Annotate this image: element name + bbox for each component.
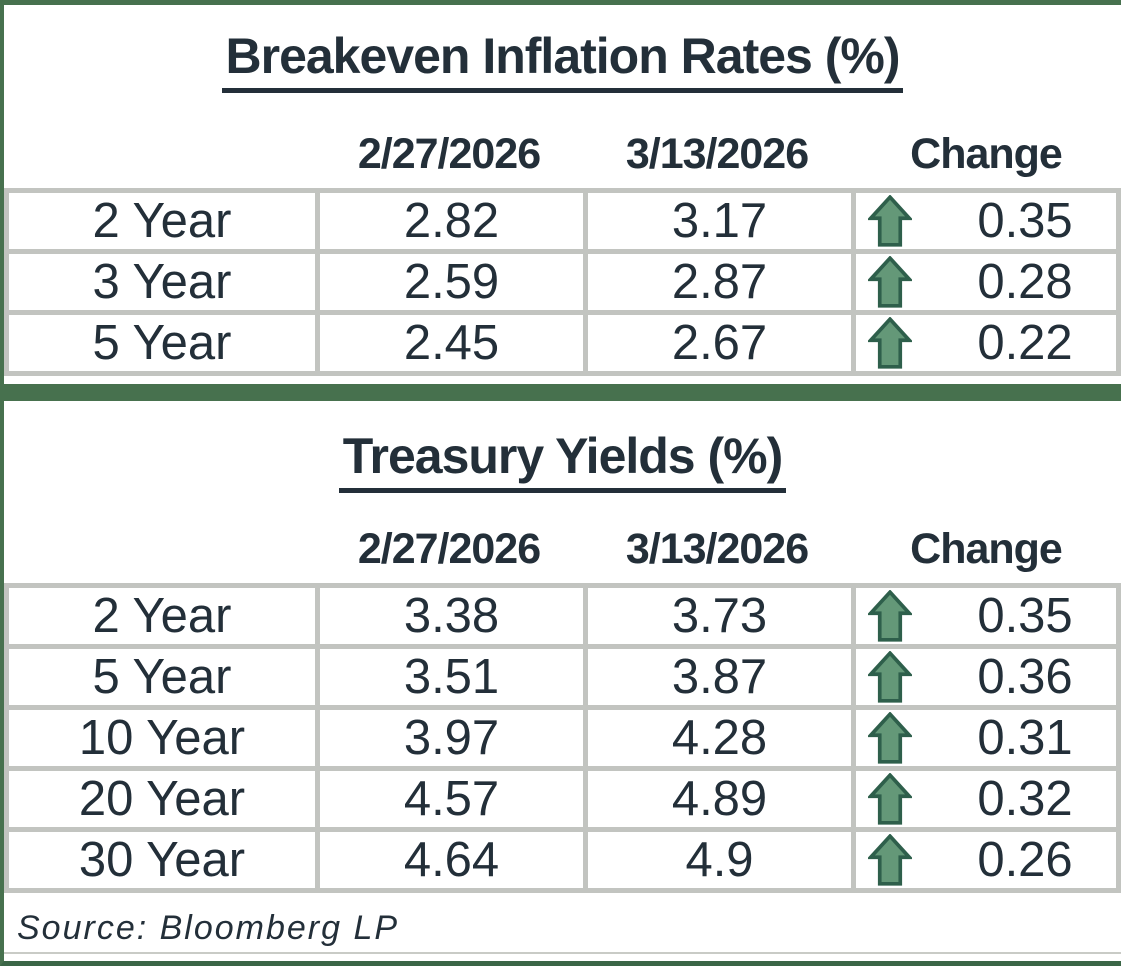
change-value: 0.26 bbox=[977, 833, 1073, 887]
column-header-date-2: 3/13/2026 bbox=[625, 525, 809, 573]
treasury-data-table: 2 Year 3.38 3.73 0.35 5 Year 3.51 3.87 bbox=[4, 583, 1121, 893]
source-attribution: Source: Bloomberg LP bbox=[17, 909, 400, 947]
value-date-1-cell: 2.45 bbox=[315, 310, 588, 376]
footer-divider-line bbox=[4, 952, 1121, 954]
table-row: 5 Year 3.51 3.87 0.36 bbox=[4, 644, 1121, 710]
breakeven-header-row: 2/27/2026 3/13/2026 Change bbox=[4, 93, 1121, 188]
change-cell: 0.28 bbox=[851, 249, 1121, 315]
tenor-label-cell: 30 Year bbox=[4, 827, 320, 893]
value-date-2-cell: 4.9 bbox=[583, 827, 856, 893]
value-date-1-cell: 4.64 bbox=[315, 827, 588, 893]
column-header-date-1: 2/27/2026 bbox=[357, 525, 541, 573]
change-cell: 0.31 bbox=[851, 705, 1121, 771]
breakeven-data-table: 2 Year 2.82 3.17 0.35 3 Year 2.59 2.87 bbox=[4, 188, 1121, 376]
treasury-yields-section: Treasury Yields (%) 2/27/2026 3/13/2026 … bbox=[4, 401, 1121, 902]
change-value: 0.22 bbox=[977, 316, 1073, 370]
up-arrow-icon bbox=[868, 195, 912, 247]
tenor-label-cell: 2 Year bbox=[4, 583, 320, 649]
table-row: 2 Year 3.38 3.73 0.35 bbox=[4, 583, 1121, 649]
change-cell: 0.26 bbox=[851, 827, 1121, 893]
up-arrow-icon bbox=[868, 256, 912, 308]
up-arrow-icon bbox=[868, 590, 912, 642]
treasury-title-row: Treasury Yields (%) bbox=[4, 401, 1121, 493]
up-arrow-icon bbox=[868, 834, 912, 886]
column-header-change: Change bbox=[910, 130, 1063, 178]
value-date-1-cell: 4.57 bbox=[315, 766, 588, 832]
table-row: 3 Year 2.59 2.87 0.28 bbox=[4, 249, 1121, 315]
change-value: 0.35 bbox=[977, 589, 1073, 643]
value-date-2-cell: 2.87 bbox=[583, 249, 856, 315]
table-row: 2 Year 2.82 3.17 0.35 bbox=[4, 188, 1121, 254]
value-date-1-cell: 3.38 bbox=[315, 583, 588, 649]
table-row: 10 Year 3.97 4.28 0.31 bbox=[4, 705, 1121, 771]
tenor-label-cell: 5 Year bbox=[4, 644, 320, 710]
value-date-2-cell: 2.67 bbox=[583, 310, 856, 376]
value-date-1-cell: 3.97 bbox=[315, 705, 588, 771]
column-header-date-1: 2/27/2026 bbox=[357, 130, 541, 178]
change-cell: 0.32 bbox=[851, 766, 1121, 832]
value-date-2-cell: 3.73 bbox=[583, 583, 856, 649]
breakeven-inflation-section: Breakeven Inflation Rates (%) 2/27/2026 … bbox=[4, 5, 1121, 384]
section-divider-bar bbox=[4, 384, 1121, 401]
table-row: 30 Year 4.64 4.9 0.26 bbox=[4, 827, 1121, 893]
tenor-label-cell: 20 Year bbox=[4, 766, 320, 832]
up-arrow-icon bbox=[868, 773, 912, 825]
column-header-date-2: 3/13/2026 bbox=[625, 130, 809, 178]
value-date-2-cell: 3.87 bbox=[583, 644, 856, 710]
value-date-1-cell: 2.82 bbox=[315, 188, 588, 254]
tenor-label-cell: 10 Year bbox=[4, 705, 320, 771]
value-date-1-cell: 2.59 bbox=[315, 249, 588, 315]
tenor-label-cell: 3 Year bbox=[4, 249, 320, 315]
tenor-label-cell: 2 Year bbox=[4, 188, 320, 254]
change-value: 0.31 bbox=[977, 711, 1073, 765]
treasury-header-row: 2/27/2026 3/13/2026 Change bbox=[4, 493, 1121, 583]
table-row: 20 Year 4.57 4.89 0.32 bbox=[4, 766, 1121, 832]
up-arrow-icon bbox=[868, 712, 912, 764]
value-date-2-cell: 3.17 bbox=[583, 188, 856, 254]
source-footer: Source: Bloomberg LP bbox=[4, 902, 1121, 961]
breakeven-table-title: Breakeven Inflation Rates (%) bbox=[221, 27, 904, 93]
table-row: 5 Year 2.45 2.67 0.22 bbox=[4, 310, 1121, 376]
change-cell: 0.35 bbox=[851, 583, 1121, 649]
value-date-2-cell: 4.89 bbox=[583, 766, 856, 832]
value-date-1-cell: 3.51 bbox=[315, 644, 588, 710]
up-arrow-icon bbox=[868, 651, 912, 703]
treasury-table-title: Treasury Yields (%) bbox=[338, 427, 787, 493]
change-cell: 0.36 bbox=[851, 644, 1121, 710]
change-value: 0.28 bbox=[977, 255, 1073, 309]
value-date-2-cell: 4.28 bbox=[583, 705, 856, 771]
change-value: 0.36 bbox=[977, 650, 1073, 704]
column-header-change: Change bbox=[910, 525, 1063, 573]
up-arrow-icon bbox=[868, 317, 912, 369]
change-value: 0.35 bbox=[977, 194, 1073, 248]
tenor-label-cell: 5 Year bbox=[4, 310, 320, 376]
change-cell: 0.35 bbox=[851, 188, 1121, 254]
change-cell: 0.22 bbox=[851, 310, 1121, 376]
breakeven-title-row: Breakeven Inflation Rates (%) bbox=[4, 5, 1121, 93]
change-value: 0.32 bbox=[977, 772, 1073, 826]
